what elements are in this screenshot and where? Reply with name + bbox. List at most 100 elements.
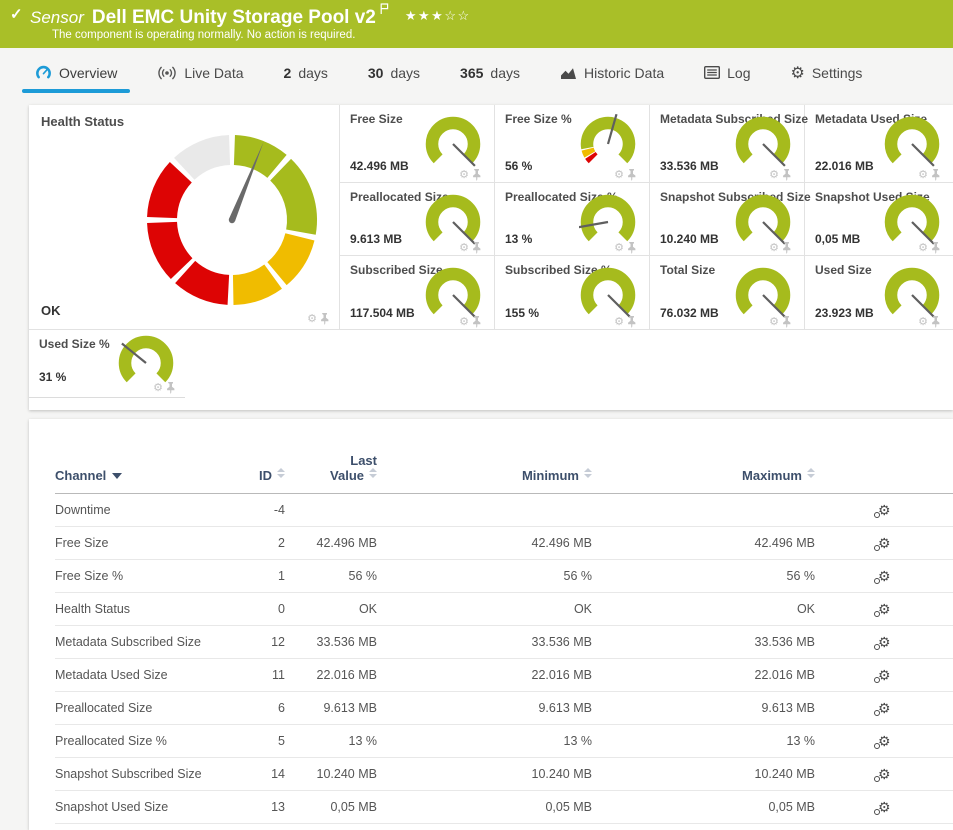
channel-minimum: 10.240 MB (377, 757, 592, 791)
gauge-tile-free-size-pct[interactable]: Free Size % 56 % ⚙ (495, 105, 650, 183)
gear-icon[interactable]: ⚙ (307, 312, 317, 325)
gauge-tile-used-size[interactable]: Used Size 23.923 MB ⚙ (805, 256, 953, 330)
gauge-dial (884, 194, 940, 245)
channel-last-value: 42.496 MB (285, 526, 377, 560)
pin-icon[interactable] (472, 242, 481, 254)
gear-icon[interactable]: ⚙ (459, 315, 469, 328)
gauge-tile-free-size[interactable]: Free Size 42.496 MB ⚙ (340, 105, 495, 183)
channel-settings-icon[interactable]: ⚙ (874, 635, 891, 650)
health-gauge-dial (147, 135, 317, 305)
gear-icon[interactable]: ⚙ (918, 315, 928, 328)
table-row: Preallocated Size 6 9.613 MB 9.613 MB 9.613 … (55, 691, 953, 725)
column-header-minimum[interactable]: Minimum (377, 453, 592, 494)
column-header-last-value[interactable]: Last Value (285, 453, 377, 494)
column-label: ID (259, 468, 272, 483)
channel-id: 5 (230, 724, 285, 758)
tab-2-days[interactable]: 2 days (271, 48, 341, 97)
tab-365-days[interactable]: 365 days (447, 48, 533, 97)
gear-icon[interactable]: ⚙ (153, 381, 163, 394)
gear-icon[interactable]: ⚙ (769, 241, 779, 254)
channel-id: 11 (230, 658, 285, 692)
channel-id: 2 (230, 526, 285, 560)
gauge-tile-total-size[interactable]: Total Size 76.032 MB ⚙ (650, 256, 805, 330)
gauge-tile-snapshot-used-size[interactable]: Snapshot Used Size 0,05 MB ⚙ (805, 183, 953, 256)
channel-minimum (377, 493, 592, 527)
channel-name[interactable]: Snapshot Subscribed Size (55, 757, 230, 791)
settings-gear-icon: ⚙ (790, 64, 805, 82)
pin-icon[interactable] (931, 316, 940, 328)
pin-icon[interactable] (627, 169, 636, 181)
channel-last-value (285, 493, 377, 527)
tab-historic-data[interactable]: Historic Data (547, 48, 677, 97)
channel-settings-icon[interactable]: ⚙ (874, 602, 891, 617)
channel-name[interactable]: Preallocated Size % (55, 724, 230, 758)
channel-name[interactable]: Downtime (55, 493, 230, 527)
gauge-tile-used-size-pct[interactable]: Used Size % 31 % ⚙ (29, 330, 185, 398)
priority-stars[interactable]: ★★★☆☆ (404, 8, 471, 23)
gear-icon[interactable]: ⚙ (614, 315, 624, 328)
channel-name[interactable]: Free Size (55, 526, 230, 560)
channel-name[interactable]: Metadata Used Size (55, 658, 230, 692)
column-header-maximum[interactable]: Maximum (592, 453, 815, 494)
tab-log[interactable]: Log (691, 48, 763, 97)
gear-icon[interactable]: ⚙ (769, 315, 779, 328)
channel-name[interactable]: Snapshot Used Size (55, 790, 230, 824)
gauge-tile-preallocated-size-pct[interactable]: Preallocated Size % 13 % ⚙ (495, 183, 650, 256)
channel-settings-icon[interactable]: ⚙ (874, 503, 891, 518)
channel-last-value: OK (285, 592, 377, 626)
column-header-id[interactable]: ID (230, 453, 285, 494)
gauge-dial (580, 267, 636, 318)
pin-icon[interactable] (782, 316, 791, 328)
gear-icon[interactable]: ⚙ (918, 241, 928, 254)
flag-icon[interactable] (380, 2, 389, 19)
pin-icon[interactable] (472, 169, 481, 181)
channel-settings-icon[interactable]: ⚙ (874, 569, 891, 584)
gear-icon[interactable]: ⚙ (918, 168, 928, 181)
gauge-tile-subscribed-size-pct[interactable]: Subscribed Size % 155 % ⚙ (495, 256, 650, 330)
pin-icon[interactable] (320, 313, 329, 325)
gear-icon[interactable]: ⚙ (459, 241, 469, 254)
pin-icon[interactable] (931, 169, 940, 181)
channel-name[interactable]: Preallocated Size (55, 691, 230, 725)
tab-live-data[interactable]: Live Data (144, 48, 256, 97)
gauge-tile-metadata-subscribed-size[interactable]: Metadata Subscribed Size 33.536 MB ⚙ (650, 105, 808, 183)
gauge-label: Health Status (41, 114, 125, 129)
pin-icon[interactable] (627, 242, 636, 254)
gauge-label: Preallocated Size % (505, 190, 618, 204)
tab-30-days[interactable]: 30 days (355, 48, 433, 97)
gauge-tile-subscribed-size[interactable]: Subscribed Size 117.504 MB ⚙ (340, 256, 495, 330)
pin-icon[interactable] (472, 316, 481, 328)
channel-settings-icon[interactable]: ⚙ (874, 701, 891, 716)
pin-icon[interactable] (782, 242, 791, 254)
table-row: Preallocated Size % 5 13 % 13 % 13 % ⚙ (55, 724, 953, 758)
channel-settings-icon[interactable]: ⚙ (874, 668, 891, 683)
pin-icon[interactable] (931, 242, 940, 254)
channel-settings-icon[interactable]: ⚙ (874, 734, 891, 749)
gauge-tile-snapshot-subscribed-size[interactable]: Snapshot Subscribed Size 10.240 MB ⚙ (650, 183, 811, 256)
gear-icon[interactable]: ⚙ (614, 241, 624, 254)
tab-overview[interactable]: Overview (22, 48, 131, 97)
channel-settings-icon[interactable]: ⚙ (874, 767, 891, 782)
gear-icon[interactable]: ⚙ (769, 168, 779, 181)
channel-maximum (592, 493, 815, 527)
channel-settings-icon[interactable]: ⚙ (874, 536, 891, 551)
channel-name[interactable]: Free Size % (55, 559, 230, 593)
pin-icon[interactable] (782, 169, 791, 181)
channel-minimum: 56 % (377, 559, 592, 593)
channel-settings-icon[interactable]: ⚙ (874, 800, 891, 815)
health-status-tile[interactable]: Health Status OK ⚙ (29, 105, 340, 330)
pin-icon[interactable] (627, 316, 636, 328)
gauge-tile-metadata-used-size[interactable]: Metadata Used Size 22.016 MB ⚙ (805, 105, 953, 183)
column-header-channel[interactable]: Channel (55, 453, 230, 494)
gauge-tile-preallocated-size[interactable]: Preallocated Size 9.613 MB ⚙ (340, 183, 495, 256)
channel-name[interactable]: Metadata Subscribed Size (55, 625, 230, 659)
sort-icon (369, 468, 377, 478)
gauge-label: Free Size % (505, 112, 572, 126)
gear-icon[interactable]: ⚙ (459, 168, 469, 181)
channel-name[interactable]: Health Status (55, 592, 230, 626)
table-row: Free Size 2 42.496 MB 42.496 MB 42.496 MB ⚙ (55, 526, 953, 560)
tab-settings[interactable]: ⚙ Settings (777, 48, 875, 97)
gear-icon[interactable]: ⚙ (614, 168, 624, 181)
pin-icon[interactable] (166, 382, 175, 394)
channel-minimum: OK (377, 592, 592, 626)
